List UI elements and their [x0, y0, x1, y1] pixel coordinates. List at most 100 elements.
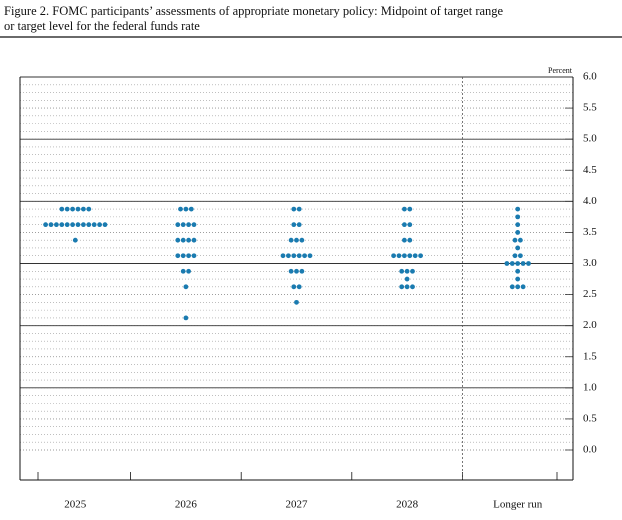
dot	[102, 222, 108, 228]
dot	[294, 237, 299, 243]
dot	[72, 237, 78, 243]
dot	[291, 284, 297, 290]
y-tick-label: 6.0	[583, 71, 597, 83]
dot	[48, 222, 54, 228]
dot	[280, 253, 286, 259]
x-tick-label: 2026	[175, 499, 198, 511]
y-tick-label: 4.0	[583, 195, 597, 207]
dot	[526, 261, 531, 266]
dot	[520, 284, 526, 290]
dot	[299, 268, 305, 274]
dot	[91, 222, 97, 228]
dot	[286, 253, 291, 259]
dot	[191, 237, 197, 243]
dot	[515, 284, 521, 290]
dot	[291, 222, 297, 228]
dot	[307, 253, 313, 259]
dot	[180, 237, 186, 243]
y-tick-label: 4.5	[583, 164, 597, 176]
dot	[296, 284, 302, 290]
dot	[186, 253, 192, 259]
dot	[410, 284, 415, 290]
dot	[509, 284, 515, 290]
dot	[402, 222, 407, 228]
dot	[54, 222, 59, 228]
dot	[175, 237, 181, 243]
x-tick-label: 2028	[396, 499, 419, 511]
y-tick-label: 3.0	[583, 257, 597, 269]
dot	[186, 237, 192, 243]
y-tick-label: 2.0	[583, 319, 597, 331]
dot	[407, 253, 413, 259]
dot	[75, 206, 81, 212]
y-tick-label: 2.5	[583, 288, 597, 300]
dot	[515, 214, 521, 220]
dot	[515, 222, 521, 228]
chart-title: or target level for the federal funds ra…	[4, 19, 200, 33]
dot	[518, 237, 523, 243]
dot	[399, 268, 405, 274]
y-tick-label: 0.5	[583, 412, 597, 424]
dot	[296, 253, 302, 259]
dot	[296, 222, 302, 228]
dot	[64, 222, 70, 228]
dot	[407, 222, 413, 228]
dot	[86, 206, 92, 212]
dot	[183, 206, 189, 212]
dot	[404, 268, 410, 274]
dot	[175, 222, 181, 228]
dot	[515, 276, 521, 282]
dot	[191, 222, 197, 228]
dot	[515, 230, 521, 235]
dot	[518, 253, 523, 259]
dot	[188, 206, 194, 212]
y-tick-label: 1.5	[583, 350, 597, 362]
dot	[391, 253, 396, 259]
y-tick-label: 5.5	[583, 102, 597, 114]
dot	[75, 222, 81, 228]
dot	[183, 315, 189, 321]
dot	[81, 206, 86, 212]
dot	[299, 237, 305, 243]
y-unit-label: Percent	[548, 66, 573, 75]
dot	[515, 206, 521, 212]
dot	[43, 222, 48, 228]
dot	[404, 284, 410, 290]
dot	[183, 284, 189, 290]
dot	[294, 268, 299, 274]
dot	[64, 206, 70, 212]
dot	[412, 253, 418, 259]
x-tick-label: 2025	[64, 499, 87, 511]
dot	[410, 268, 415, 274]
dot	[402, 206, 407, 212]
dot	[512, 253, 518, 259]
dot	[180, 268, 186, 274]
dot	[515, 261, 521, 266]
x-tick-label: Longer run	[493, 499, 543, 511]
y-tick-label: 1.0	[583, 381, 597, 393]
dot	[81, 222, 86, 228]
dot	[86, 222, 92, 228]
dot	[186, 222, 192, 228]
dot	[180, 222, 186, 228]
dot	[520, 261, 526, 266]
dot	[509, 261, 515, 266]
y-tick-label: 3.5	[583, 226, 597, 238]
dot	[288, 237, 294, 243]
dot	[59, 222, 65, 228]
dot	[178, 206, 183, 212]
dot	[291, 253, 297, 259]
dot	[407, 206, 413, 212]
dot	[70, 222, 75, 228]
dot	[296, 206, 302, 212]
dot	[504, 261, 510, 266]
dot	[418, 253, 423, 259]
chart-title: Figure 2. FOMC participants’ assessments…	[4, 4, 504, 18]
dot	[515, 245, 521, 251]
dot	[512, 237, 518, 243]
dot	[180, 253, 186, 259]
dot	[186, 268, 192, 274]
dot	[70, 206, 75, 212]
y-tick-label: 5.0	[583, 133, 597, 145]
